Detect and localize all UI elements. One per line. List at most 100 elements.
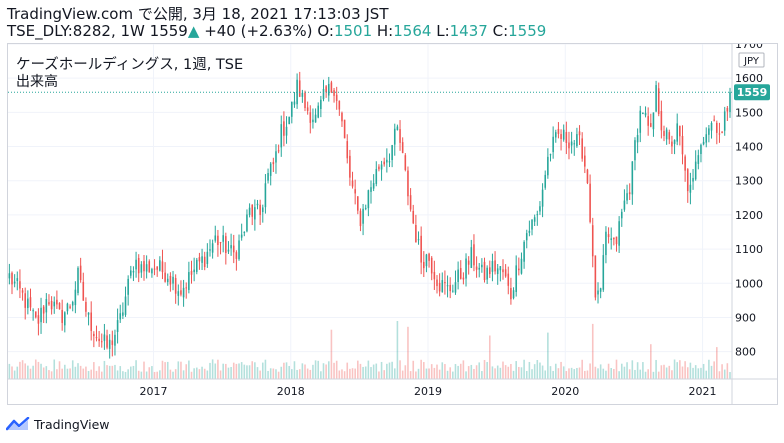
candle-body [304,92,306,109]
volume-bar [222,363,224,379]
candle-body [692,177,694,182]
candle-body [578,131,581,136]
footer-brand[interactable]: TradingView [6,415,110,433]
volume-bar [547,332,549,379]
volume-bar [82,368,85,379]
volume-bar [293,361,296,379]
high-label: H: [376,22,394,40]
candle-body [364,207,367,209]
volume-bar [362,366,364,379]
volume-bar [335,360,338,379]
price-tick-label: 1300 [735,175,763,188]
volume-bar [203,368,206,379]
candle-body [523,241,525,262]
candle-body [430,257,433,274]
candle-body [130,270,132,276]
candle-body [694,161,697,180]
candle-body [544,174,547,188]
volume-bar [462,360,465,379]
candle-body [69,306,71,308]
volume-bar [560,361,562,379]
candle-body [697,155,700,164]
volume-bar [93,362,95,379]
candle-body [206,251,209,264]
volume-bar [338,370,341,379]
candle-body [34,311,37,318]
volume-bar [470,364,473,379]
candle-body [322,89,325,100]
volume-bar [111,365,114,379]
volume-bar [412,360,415,379]
candle-body [552,136,554,153]
candle-body [549,154,552,156]
volume-bar [407,326,409,379]
volume-bar [306,368,309,379]
volume-bar [172,371,174,379]
volume-bar [481,371,483,379]
candle-body [573,143,576,145]
low-label: L: [436,22,450,40]
volume-bar [264,359,267,379]
candle-body [333,90,335,96]
candle-body [211,243,214,253]
volume-bar [304,364,306,379]
candle-body [475,266,478,270]
candle-body [491,261,494,272]
volume-bar [594,366,597,379]
price-axis: 800 900 1000 1100 1200 1300 1400 1500 1600 1700 [735,38,763,359]
chart-frame[interactable]: 800 900 1000 1100 1200 1300 1400 1500 1600 1700 2… [7,38,778,405]
volume-bar [613,368,615,379]
candle-body [652,112,655,130]
candle-body [37,315,40,324]
candle-body [267,173,269,181]
volume-bar [454,364,457,379]
volume-bar [277,371,280,379]
volume-bar [689,362,692,379]
candle-body [510,288,512,300]
candle-body [386,159,388,163]
volume-bar [127,369,129,379]
candle-body [420,235,422,263]
volume-bar [459,363,462,379]
volume-bar [702,363,705,379]
candle-body [203,256,206,267]
candle-body [156,266,158,270]
candle-body [306,107,309,111]
candle-body [554,132,557,138]
volume-bar [27,365,29,379]
time-tick-label: 2017 [139,385,167,398]
candle-body [351,180,354,187]
volume-bar [114,364,116,379]
candle-body [269,163,272,176]
candle-body [378,166,380,170]
volume-bar [119,366,122,379]
volume-bar [367,360,370,379]
candle-body [412,211,415,224]
volume-bar [729,372,731,379]
candlestick-chart[interactable]: 800 900 1000 1100 1200 1300 1400 1500 1600 1700 2… [8,38,777,404]
candle-body [111,340,114,345]
volume-bar [721,364,723,379]
candle-body [61,309,63,323]
candle-body [354,189,356,194]
candle-body [686,169,689,192]
volume-bar [660,365,663,379]
volume-bar [182,370,185,379]
candle-body [53,301,56,307]
candle-body [483,261,486,281]
candle-body [40,307,42,323]
volume-bar [248,365,251,379]
candle-body [151,269,153,274]
volume-bar [697,368,700,379]
candle-body [380,164,383,170]
candle-body [325,86,327,93]
candle-body [277,150,280,152]
volume-bar [269,368,272,379]
brand-name: TradingView [34,416,110,432]
volume-bar [415,371,417,379]
candle-body [188,272,190,290]
volume-bar [232,362,235,379]
ohlc-summary: TSE_DLY:8282, 1W 1559▲ +40 (+2.63%) O:15… [7,22,546,40]
volume-bar [528,361,531,379]
volume-bar [206,370,209,379]
